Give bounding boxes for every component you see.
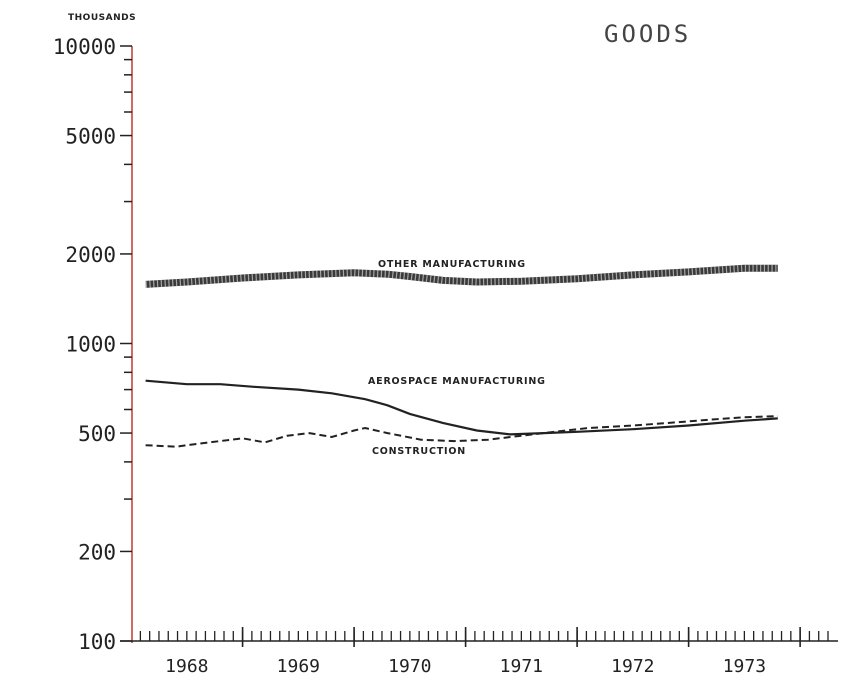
series-line-aerospace-manufacturing [145,379,778,436]
y-tick-label-500: 500 [78,422,116,446]
series-lines [145,264,778,448]
series-line-construction [145,415,778,448]
y-tick-label-100: 100 [78,630,116,654]
x-tick-label-1973: 1973 [723,656,766,677]
x-tick-label-1972: 1972 [611,656,654,677]
y-tick-label-1000: 1000 [65,333,116,357]
y-tick-label-5000: 5000 [65,125,116,149]
x-axis-ticks [139,627,829,647]
y-unit-label: THOUSANDS [68,13,136,23]
x-tick-label-1969: 1969 [277,656,320,677]
y-tick-label-2000: 2000 [65,243,116,267]
series-label-other-manufacturing: OTHER MANUFACTURING [378,259,526,270]
series-label-aerospace-manufacturing: AEROSPACE MANUFACTURING [368,376,546,387]
x-tick-label-1971: 1971 [500,656,543,677]
y-tick-label-200: 200 [78,540,116,564]
x-tick-label-1968: 1968 [165,656,208,677]
y-axis-tick-labels: 10000 5000 2000 1000 500 200 100 [53,35,116,654]
series-line-other-manufacturing-hatch [145,264,778,288]
chart-title: GOODS [604,20,691,48]
series-label-construction: CONSTRUCTION [372,446,466,457]
y-axis-ticks [120,45,132,642]
x-tick-label-1970: 1970 [388,656,431,677]
y-tick-label-10000: 10000 [53,35,116,59]
x-axis-tick-labels: 1968 1969 1970 1971 1972 1973 [165,656,766,677]
